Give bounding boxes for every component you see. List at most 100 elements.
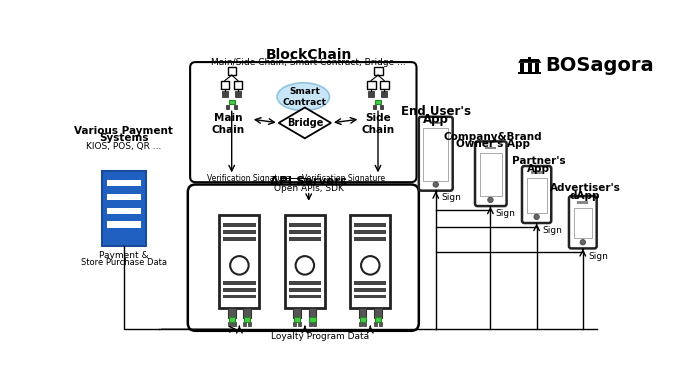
Bar <box>528 57 531 59</box>
Bar <box>372 105 376 109</box>
Bar <box>107 194 141 200</box>
Bar <box>228 308 235 318</box>
Bar <box>107 180 141 186</box>
Bar <box>229 100 234 104</box>
Bar <box>520 63 524 72</box>
Bar <box>368 81 376 89</box>
Bar <box>573 208 592 238</box>
Bar <box>223 294 256 298</box>
FancyBboxPatch shape <box>419 117 453 191</box>
Bar <box>285 215 325 308</box>
Bar <box>223 223 256 227</box>
Text: Advertiser's: Advertiser's <box>550 183 621 193</box>
FancyBboxPatch shape <box>569 196 596 249</box>
Bar <box>374 308 382 318</box>
Bar <box>354 288 386 291</box>
Bar <box>528 63 531 72</box>
Circle shape <box>580 240 585 245</box>
Bar <box>314 322 316 326</box>
Bar <box>379 322 382 326</box>
Bar <box>424 128 448 180</box>
Bar <box>358 322 362 326</box>
Bar <box>354 281 386 285</box>
Bar <box>288 237 321 241</box>
Text: Sign: Sign <box>496 209 516 217</box>
Bar <box>223 230 256 234</box>
Text: Company&Brand: Company&Brand <box>443 132 542 142</box>
Bar <box>518 72 541 74</box>
Text: Store Purchase Data: Store Purchase Data <box>81 258 167 267</box>
Text: Systems: Systems <box>99 133 148 143</box>
Text: Sign: Sign <box>441 193 461 202</box>
Bar <box>309 308 316 318</box>
Text: Main
Chain: Main Chain <box>211 113 244 135</box>
Text: KIOS, POS, QR ...: KIOS, POS, QR ... <box>86 142 162 151</box>
Bar <box>222 91 228 97</box>
Circle shape <box>361 256 379 275</box>
Text: App: App <box>527 164 550 174</box>
Text: Side
Chain: Side Chain <box>361 113 395 135</box>
Bar <box>354 223 386 227</box>
Text: Sign: Sign <box>588 252 608 261</box>
Circle shape <box>295 256 314 275</box>
Circle shape <box>488 197 493 203</box>
Bar <box>244 322 246 326</box>
Bar <box>228 322 231 326</box>
Bar <box>354 230 386 234</box>
Bar <box>375 100 381 104</box>
Text: Payment &: Payment & <box>99 251 148 260</box>
Bar <box>248 322 251 326</box>
Bar <box>536 63 539 72</box>
Bar <box>288 288 321 291</box>
Circle shape <box>433 182 438 187</box>
Text: Verification Signature: Verification Signature <box>302 174 385 183</box>
Bar <box>244 308 251 318</box>
Bar <box>430 122 441 124</box>
Text: Open APIs, SDK: Open APIs, SDK <box>274 184 344 193</box>
Text: Loyalty Program Data: Loyalty Program Data <box>271 331 370 341</box>
Bar <box>234 91 241 97</box>
Text: BOSagora: BOSagora <box>545 56 654 75</box>
Bar <box>234 105 237 109</box>
Text: BlockChain: BlockChain <box>265 48 352 62</box>
Bar <box>226 105 230 109</box>
Polygon shape <box>518 59 541 63</box>
Text: Verification Signature: Verification Signature <box>207 174 290 183</box>
Bar <box>380 105 384 109</box>
Bar <box>298 322 301 326</box>
Bar <box>244 317 250 322</box>
Bar <box>288 294 321 298</box>
Bar <box>309 317 316 322</box>
Bar <box>368 91 374 97</box>
Text: Partner's: Partner's <box>512 156 566 166</box>
Bar <box>578 202 588 204</box>
Bar <box>374 322 377 326</box>
Bar <box>354 294 386 298</box>
Bar <box>485 147 496 149</box>
Text: Main/Side Chain, Smart Contract, Bridge ...: Main/Side Chain, Smart Contract, Bridge … <box>211 58 406 67</box>
Bar <box>293 322 296 326</box>
Bar <box>526 178 547 213</box>
Bar <box>293 308 301 318</box>
Text: End User's: End User's <box>400 105 470 118</box>
Bar <box>234 81 242 89</box>
Text: Sign: Sign <box>542 226 562 235</box>
Bar <box>288 281 321 285</box>
Bar <box>228 67 237 75</box>
Bar <box>223 281 256 285</box>
Text: App: App <box>423 112 449 126</box>
Bar <box>219 215 260 308</box>
Bar <box>107 208 141 214</box>
Bar <box>531 172 542 174</box>
Text: dApp: dApp <box>570 191 601 201</box>
Bar <box>294 317 300 322</box>
Bar <box>107 221 141 228</box>
Bar <box>223 237 256 241</box>
FancyBboxPatch shape <box>522 166 552 223</box>
Bar <box>309 322 312 326</box>
Bar <box>288 223 321 227</box>
Bar <box>102 171 146 246</box>
Bar <box>358 308 367 318</box>
Bar <box>374 67 383 75</box>
Circle shape <box>534 214 539 219</box>
